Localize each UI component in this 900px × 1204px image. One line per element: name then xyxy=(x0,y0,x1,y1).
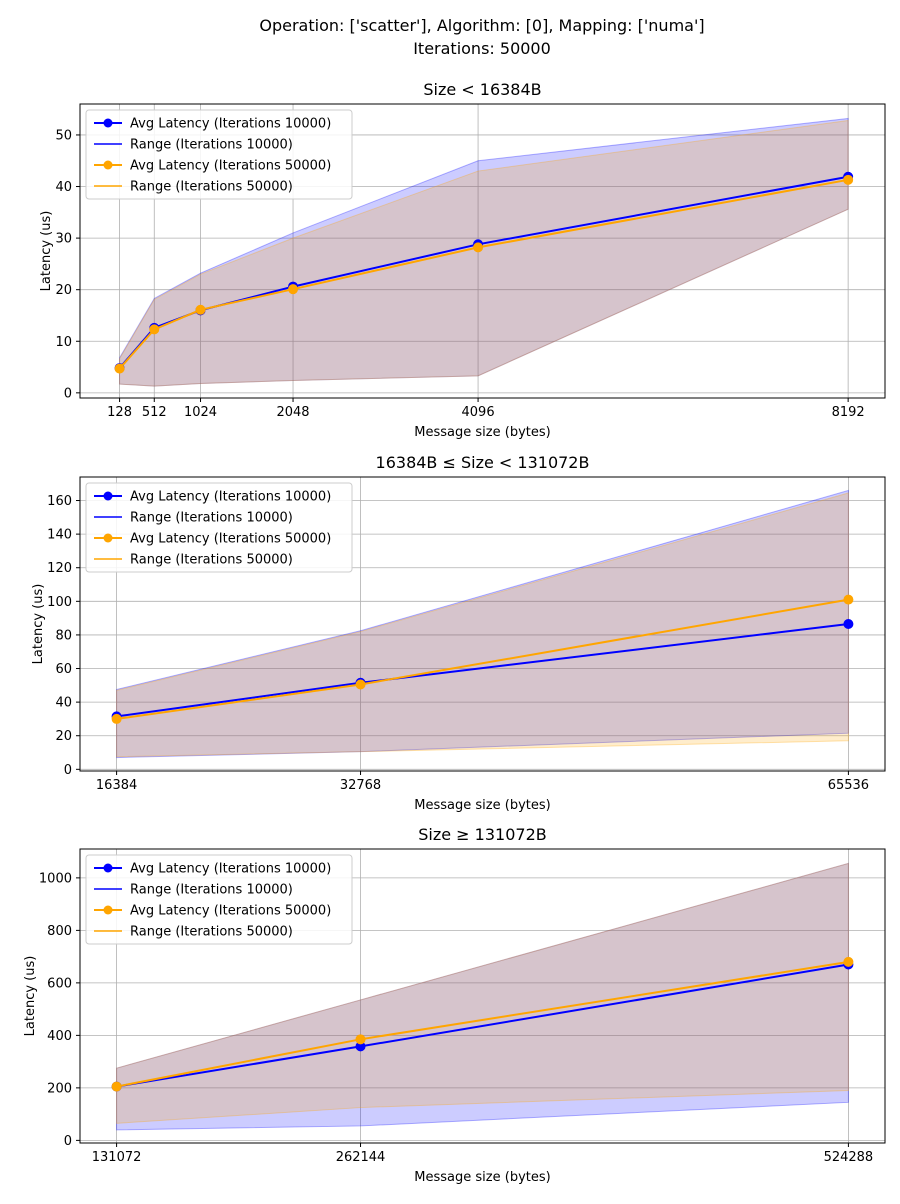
chart-title: 16384B ≤ Size < 131072B xyxy=(376,453,590,472)
plot-frame xyxy=(79,103,886,399)
y-tick-label: 160 xyxy=(47,494,72,509)
y-tick-label: 40 xyxy=(55,180,72,195)
chart-title: Size < 16384B xyxy=(423,80,541,99)
x-tick-label: 131072 xyxy=(92,1150,142,1165)
legend-box xyxy=(85,482,353,573)
y-axis-label: Latency (us) xyxy=(23,956,38,1037)
chart-panel-2: 16384 32768 65536 0 20 40 60 80 100 120 140 160 1638… xyxy=(31,453,886,813)
x-tick-label: 32768 xyxy=(340,778,381,793)
y-tick-label: 80 xyxy=(55,628,72,643)
data-point xyxy=(195,304,206,315)
range-band-series-2 xyxy=(116,862,849,1124)
y-tick-label: 600 xyxy=(47,976,72,991)
y-tick-label: 0 xyxy=(64,1134,72,1149)
y-tick-label: 50 xyxy=(55,128,72,143)
x-tick-label: 524288 xyxy=(824,1150,874,1165)
chart-title: Size ≥ 131072B xyxy=(418,825,546,844)
legend-entry-label: Avg Latency (Iterations 10000) xyxy=(130,117,331,132)
y-tick-label: 60 xyxy=(55,662,72,677)
legend-entry-label: Range (Iterations 10000) xyxy=(130,138,293,153)
range-band-series-2 xyxy=(119,119,849,387)
legend-marker xyxy=(103,160,113,170)
legend-box xyxy=(85,854,353,945)
legend: Avg Latency (Iterations 10000) Range (Ite… xyxy=(85,854,353,945)
legend-marker xyxy=(103,533,113,543)
data-point xyxy=(843,174,854,185)
plot-frame xyxy=(79,848,886,1144)
legend-entry-label: Avg Latency (Iterations 50000) xyxy=(130,159,331,174)
y-tick-label: 0 xyxy=(64,386,72,401)
data-point xyxy=(149,324,160,335)
range-band-series-1 xyxy=(119,117,849,387)
y-axis-label: Latency (us) xyxy=(31,584,46,665)
legend-entry-label: Avg Latency (Iterations 10000) xyxy=(130,862,331,877)
x-tick-label: 65536 xyxy=(828,778,869,793)
legend-entry-label: Range (Iterations 50000) xyxy=(130,925,293,940)
x-tick-label: 4096 xyxy=(462,405,495,420)
legend-entry-label: Range (Iterations 10000) xyxy=(130,883,293,898)
data-point xyxy=(843,956,854,967)
x-axis-label: Message size (bytes) xyxy=(414,1170,550,1185)
y-tick-label: 0 xyxy=(64,763,72,778)
avg-line-series-2 xyxy=(118,178,849,370)
legend-marker xyxy=(103,863,113,873)
y-tick-label: 140 xyxy=(47,528,72,543)
y-tick-label: 30 xyxy=(55,232,72,247)
x-axis-label: Message size (bytes) xyxy=(414,425,550,440)
chart-panel-1: 128 512 1024 2048 4096 8192 0 10 20 30 40 50 Size < … xyxy=(39,80,886,440)
legend-marker xyxy=(103,118,113,128)
legend-entry-label: Range (Iterations 50000) xyxy=(130,180,293,195)
y-tick-label: 20 xyxy=(55,283,72,298)
y-tick-label: 400 xyxy=(47,1029,72,1044)
y-tick-label: 100 xyxy=(47,595,72,610)
y-tick-label: 10 xyxy=(55,335,72,350)
y-axis-label: Latency (us) xyxy=(39,211,54,292)
data-point xyxy=(355,679,366,690)
y-tick-label: 800 xyxy=(47,924,72,939)
figure-title-line-2: Iterations: 50000 xyxy=(413,39,551,58)
legend-entry-label: Range (Iterations 10000) xyxy=(130,511,293,526)
legend: Avg Latency (Iterations 10000) Range (Ite… xyxy=(85,482,353,573)
x-tick-label: 1024 xyxy=(184,405,217,420)
data-point xyxy=(114,363,125,374)
legend-entry-label: Range (Iterations 50000) xyxy=(130,553,293,568)
legend-entry-label: Avg Latency (Iterations 50000) xyxy=(130,532,331,547)
data-point xyxy=(473,242,484,253)
chart-panel-3: 131072 262144 524288 0 200 400 600 800 1000 Size … xyxy=(23,825,886,1185)
y-tick-label: 200 xyxy=(47,1081,72,1096)
y-tick-label: 20 xyxy=(55,729,72,744)
legend-box xyxy=(85,109,353,200)
x-tick-label: 8192 xyxy=(832,405,865,420)
data-point xyxy=(355,1034,366,1045)
y-tick-label: 120 xyxy=(47,561,72,576)
legend-entry-label: Avg Latency (Iterations 50000) xyxy=(130,904,331,919)
x-tick-label: 262144 xyxy=(336,1150,386,1165)
data-point xyxy=(111,713,122,724)
data-point xyxy=(843,619,854,629)
x-axis-label: Message size (bytes) xyxy=(414,798,550,813)
x-tick-label: 2048 xyxy=(276,405,309,420)
x-tick-label: 512 xyxy=(142,405,167,420)
y-tick-label: 40 xyxy=(55,696,72,711)
legend: Avg Latency (Iterations 10000) Range (Ite… xyxy=(85,109,353,200)
data-point xyxy=(111,1081,122,1092)
y-tick-label: 1000 xyxy=(39,871,72,886)
plot-frame xyxy=(79,476,886,772)
legend-marker xyxy=(103,491,113,501)
range-band-series-1 xyxy=(116,862,849,1131)
data-point xyxy=(843,594,854,605)
legend-entry-label: Avg Latency (Iterations 10000) xyxy=(130,490,331,505)
data-point xyxy=(288,284,299,295)
figure-title-line-1: Operation: ['scatter'], Algorithm: [0], … xyxy=(259,16,704,35)
x-tick-label: 128 xyxy=(107,405,132,420)
legend-marker xyxy=(103,905,113,915)
x-tick-label: 16384 xyxy=(96,778,137,793)
